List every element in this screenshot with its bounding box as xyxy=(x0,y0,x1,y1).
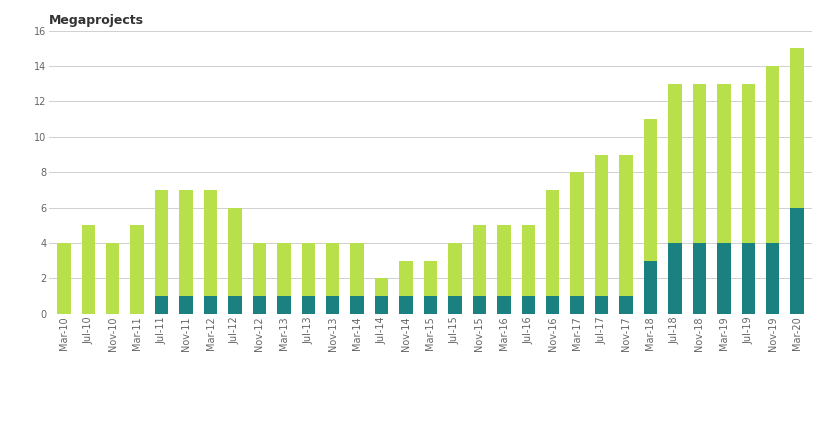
Bar xyxy=(790,48,803,208)
Bar xyxy=(204,190,217,296)
Bar xyxy=(350,243,364,296)
Bar xyxy=(521,296,534,314)
Bar xyxy=(472,296,486,314)
Bar xyxy=(545,190,559,296)
Bar xyxy=(496,225,510,296)
Bar xyxy=(740,84,754,243)
Bar xyxy=(252,243,266,296)
Bar xyxy=(130,225,144,314)
Bar xyxy=(570,172,583,296)
Bar xyxy=(423,261,437,296)
Bar xyxy=(399,296,412,314)
Bar xyxy=(301,243,314,296)
Bar xyxy=(252,296,266,314)
Bar xyxy=(570,296,583,314)
Bar xyxy=(618,154,632,296)
Bar xyxy=(448,243,461,296)
Bar xyxy=(545,296,559,314)
Bar xyxy=(179,296,192,314)
Bar xyxy=(155,190,168,296)
Bar xyxy=(106,243,120,314)
Bar xyxy=(472,225,486,296)
Bar xyxy=(277,296,290,314)
Bar xyxy=(204,296,217,314)
Bar xyxy=(326,296,339,314)
Bar xyxy=(81,225,95,314)
Bar xyxy=(790,208,803,314)
Bar xyxy=(692,84,705,243)
Bar xyxy=(667,84,681,243)
Bar xyxy=(618,296,632,314)
Bar xyxy=(277,243,290,296)
Bar xyxy=(716,84,730,243)
Bar xyxy=(765,243,779,314)
Bar xyxy=(423,296,437,314)
Bar xyxy=(496,296,510,314)
Bar xyxy=(448,296,461,314)
Bar xyxy=(716,243,730,314)
Bar xyxy=(228,296,242,314)
Bar xyxy=(228,208,242,296)
Bar xyxy=(399,261,412,296)
Bar xyxy=(765,66,779,243)
Bar xyxy=(667,243,681,314)
Bar xyxy=(155,296,168,314)
Bar xyxy=(643,261,656,314)
Bar xyxy=(326,243,339,296)
Bar xyxy=(57,243,70,314)
Bar xyxy=(301,296,314,314)
Bar xyxy=(692,243,705,314)
Bar xyxy=(740,243,754,314)
Bar xyxy=(350,296,364,314)
Bar xyxy=(374,296,388,314)
Text: Megaprojects: Megaprojects xyxy=(49,14,144,27)
Bar xyxy=(594,296,608,314)
Bar xyxy=(521,225,534,296)
Bar xyxy=(179,190,192,296)
Bar xyxy=(374,279,388,296)
Bar xyxy=(643,119,656,261)
Bar xyxy=(594,154,608,296)
